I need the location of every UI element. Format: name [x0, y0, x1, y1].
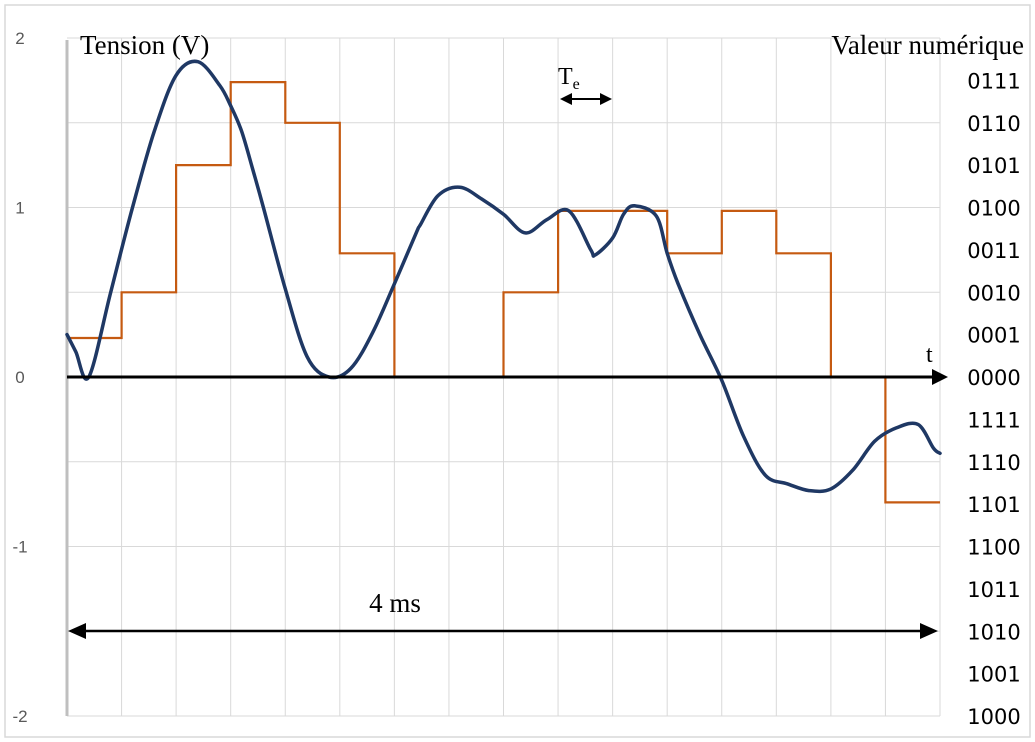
digital-code-label: 0110: [967, 112, 1020, 136]
y-tick-labels: 2 1 0 -1 -2: [12, 29, 27, 726]
digital-code-label: 1010: [967, 620, 1020, 644]
svg-text:Te: Te: [558, 64, 580, 93]
digital-code-label: 0001: [967, 324, 1020, 348]
digital-code-label: 0101: [967, 154, 1020, 178]
duration-arrow-right-head: [920, 623, 938, 639]
digital-code-label: 0111: [967, 69, 1020, 93]
digital-code-label: 1011: [967, 578, 1020, 602]
digital-code-label: 1101: [967, 493, 1020, 517]
duration-annotation: 4 ms: [68, 588, 938, 639]
sampling-period-annotation: Te: [558, 64, 612, 105]
period-label: T: [558, 64, 573, 90]
y-tick-label: 2: [15, 29, 24, 48]
digital-code-label: 1001: [967, 663, 1020, 687]
digital-code-label: 1000: [967, 705, 1020, 729]
y-tick-label: -1: [12, 538, 27, 557]
y-axis-title: Tension (V): [80, 30, 209, 60]
duration-label: 4 ms: [369, 588, 421, 618]
duration-arrow-left-head: [68, 623, 86, 639]
digital-code-label: 0000: [967, 366, 1020, 390]
analog-signal-line: [65, 59, 942, 494]
period-arrow-right-head: [600, 93, 612, 105]
digital-code-label: 0100: [967, 197, 1020, 221]
right-axis-title: Valeur numérique: [831, 30, 1024, 60]
time-axis-label: t: [926, 342, 933, 368]
quantized-signal-line: [67, 81, 940, 504]
digital-code-label: 1111: [967, 408, 1020, 432]
digital-code-label: 0011: [967, 239, 1020, 263]
digital-code-label: 1110: [967, 451, 1020, 475]
y-tick-label: 1: [15, 199, 24, 218]
time-axis-arrowhead: [932, 369, 948, 385]
digital-code-labels: 0111 0110 0101 0100 0011 0010 0001 0000 1111 1110…: [967, 69, 1020, 729]
period-arrow-left-head: [560, 93, 572, 105]
period-label-subscript: e: [573, 76, 580, 93]
digital-code-label: 1100: [967, 536, 1020, 560]
y-tick-label: 0: [15, 368, 24, 387]
digital-code-label: 0010: [967, 281, 1020, 305]
y-tick-label: -2: [12, 707, 27, 726]
